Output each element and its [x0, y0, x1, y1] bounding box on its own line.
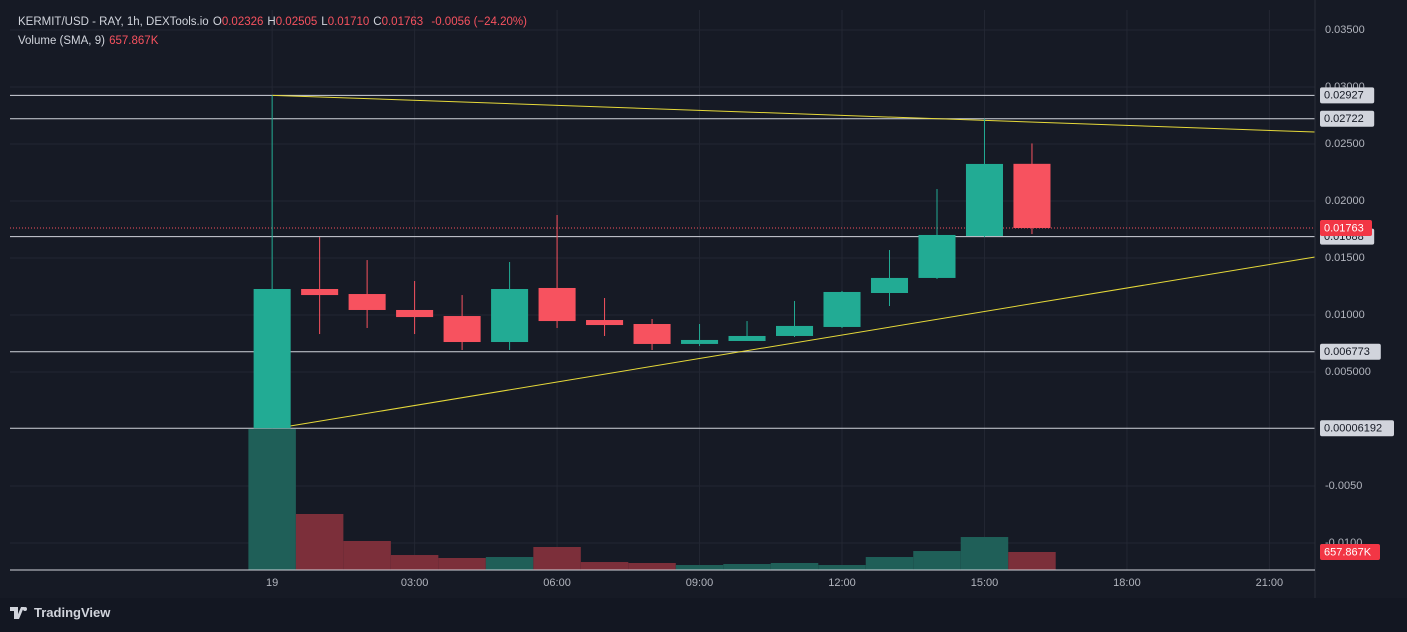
symbol-title: KERMIT/USD - RAY, 1h, DEXTools.io — [18, 16, 209, 28]
price-change: -0.0056 (−24.20%) — [431, 16, 527, 28]
candle-body — [775, 325, 814, 336]
price-label: 0.02722 — [1324, 113, 1364, 125]
volume-bar — [675, 564, 724, 570]
ohlc-value: 0.01763 — [381, 16, 424, 28]
candle-body — [633, 324, 671, 344]
ohlc-key: H — [267, 16, 276, 28]
candle-body — [348, 294, 386, 310]
volume-label: 657.867K — [1324, 546, 1372, 558]
price-label-box — [1320, 87, 1375, 104]
volume-bar — [960, 537, 1009, 570]
ohlc-value: 0.02326 — [221, 16, 264, 28]
volume-bar — [1008, 552, 1056, 570]
volume-bar — [485, 557, 534, 570]
ohlc-value: 0.02505 — [275, 16, 318, 28]
price-label: 0.02927 — [1324, 90, 1364, 102]
ohlc-legend: O0.02326 H0.02505 L0.01710 C0.01763 — [213, 16, 427, 28]
x-tick-label: 19 — [266, 577, 278, 589]
candle-body — [538, 287, 576, 322]
brand: TradingView — [34, 605, 111, 620]
ohlc-value: 0.01710 — [327, 16, 370, 28]
volume-bar — [343, 541, 391, 570]
y-tick-label: -0.0050 — [1325, 480, 1362, 492]
candle-body — [728, 335, 766, 341]
x-tick-label: 09:00 — [686, 577, 714, 589]
candle-body — [870, 277, 909, 293]
candle-body — [918, 234, 956, 278]
volume-bar — [818, 564, 866, 570]
x-tick-label: 12:00 — [828, 577, 856, 589]
ohlc-key: C — [373, 16, 382, 28]
candle-body — [823, 291, 861, 327]
y-tick-label: 0.02000 — [1325, 195, 1365, 207]
volume-value: 657.867K — [109, 35, 159, 47]
x-tick-label: 06:00 — [543, 577, 571, 589]
symbol-header: KERMIT/USD - RAY, 1h, DEXTools.io O0.023… — [18, 16, 528, 28]
x-tick-label: 21:00 — [1256, 577, 1284, 589]
candle-body — [586, 320, 624, 326]
volume-bar — [580, 562, 629, 570]
footer-bar — [0, 598, 1407, 632]
volume-bar — [295, 514, 344, 570]
y-tick-label: 0.01500 — [1325, 252, 1365, 264]
volume-bar — [248, 429, 296, 570]
candle-body — [253, 289, 291, 429]
trend-line — [290, 256, 1316, 427]
logo-icon — [10, 606, 27, 619]
y-tick-label: 0.01000 — [1325, 309, 1365, 321]
price-label-box — [1320, 110, 1375, 127]
price-label: 0.006773 — [1324, 346, 1370, 358]
candle-body — [965, 163, 1003, 236]
volume-bar — [770, 562, 819, 570]
x-tick-label: 18:00 — [1113, 577, 1141, 589]
y-tick-label: 0.03500 — [1325, 24, 1365, 36]
candle-body — [443, 316, 481, 343]
y-tick-label: 0.02500 — [1325, 138, 1365, 150]
candle-body — [491, 289, 529, 343]
volume-bar — [390, 555, 439, 570]
volume-bar — [628, 562, 676, 570]
trend-line — [272, 94, 1316, 133]
last-price-box — [1320, 220, 1372, 237]
volume-bar — [865, 557, 914, 570]
candle-body — [396, 309, 434, 318]
last-price-label: 0.01763 — [1324, 222, 1364, 234]
volume-title: Volume (SMA, 9) — [18, 35, 105, 47]
candle-body — [1013, 163, 1051, 229]
volume-header: Volume (SMA, 9) 657.867K — [18, 35, 159, 47]
tradingview-logo[interactable]: TradingView — [10, 605, 110, 620]
volume-bar — [723, 564, 771, 570]
volume-label-box — [1320, 544, 1380, 561]
volume-bar — [438, 557, 486, 570]
price-label-box — [1320, 343, 1381, 360]
candle-body — [681, 339, 719, 344]
candle-body — [301, 289, 339, 296]
price-label-box — [1320, 420, 1394, 437]
x-tick-label: 03:00 — [401, 577, 429, 589]
price-label: 0.00006192 — [1324, 423, 1382, 435]
ohlc-key: L — [321, 16, 328, 28]
volume-bar — [913, 551, 961, 570]
y-tick-label: 0.005000 — [1325, 366, 1371, 378]
x-tick-label: 15:00 — [971, 577, 999, 589]
plot-area — [10, 10, 1315, 570]
volume-bar — [533, 546, 581, 570]
ohlc-key: O — [212, 16, 222, 28]
